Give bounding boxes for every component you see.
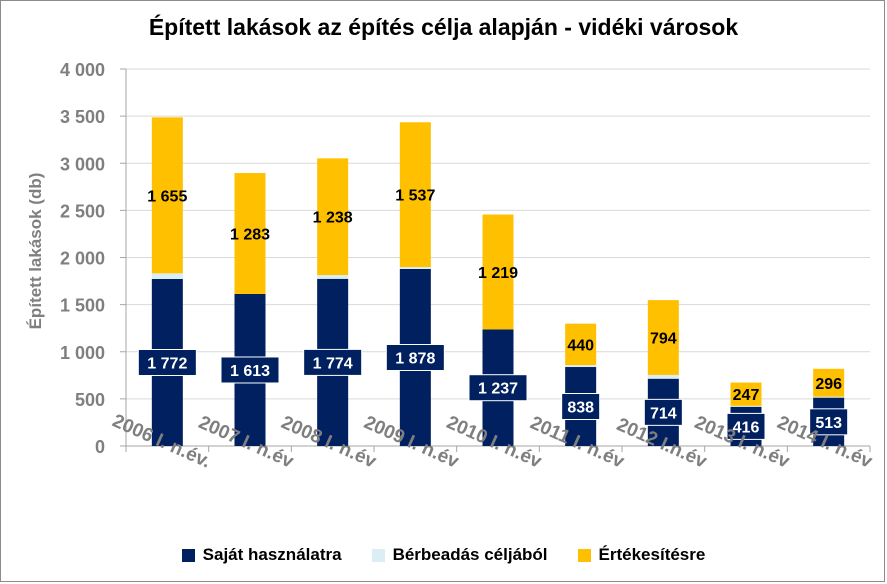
legend-label-own-use: Saját használatra (202, 545, 342, 564)
bar-sale (565, 323, 597, 366)
data-label-box-own-use (726, 412, 766, 440)
bar-rental (565, 365, 597, 368)
bar-rental (151, 273, 183, 279)
data-label-sale: 296 (815, 376, 842, 393)
bar-sale (813, 368, 845, 397)
legend-item-own-use: Saját használatra (181, 545, 342, 565)
data-label-sale: 1 219 (478, 265, 518, 282)
y-tick-label: 3 000 (60, 154, 105, 174)
data-label-own-use: 1 878 (395, 350, 435, 367)
y-tick-label: 500 (75, 390, 105, 410)
legend-swatch-own-use (181, 548, 195, 562)
bar-sale (399, 122, 431, 268)
data-label-sale: 794 (650, 331, 677, 348)
bar-rental (647, 374, 679, 379)
data-label-sale: 1 655 (147, 188, 187, 205)
data-label-own-use: 1 613 (230, 363, 270, 380)
data-label-own-use: 1 772 (147, 355, 187, 372)
data-label-box-own-use (468, 374, 528, 402)
bar-rental (399, 267, 431, 269)
y-tick-label: 3 500 (60, 107, 105, 127)
data-label-box-own-use (561, 393, 601, 421)
bar-rental (730, 405, 762, 407)
data-label-sale: 247 (733, 387, 760, 404)
bar-rental (813, 396, 845, 398)
data-label-sale: 1 283 (230, 227, 270, 244)
legend-label-sale: Értékesítésre (598, 545, 706, 564)
data-label-own-use: 416 (733, 419, 760, 436)
legend-swatch-rental (371, 548, 385, 562)
chart-title: Épített lakások az építés célja alapján … (148, 14, 739, 40)
data-label-own-use: 838 (567, 400, 594, 417)
data-label-box-own-use (385, 343, 445, 371)
bar-rental (317, 275, 349, 279)
y-tick-label: 2 500 (60, 201, 105, 221)
y-tick-label: 1 000 (60, 343, 105, 363)
y-tick-label: 2 000 (60, 249, 105, 269)
data-label-own-use: 1 237 (478, 381, 518, 398)
bar-sale (234, 173, 266, 294)
y-tick-label: 1 500 (60, 296, 105, 316)
y-tick-label: 0 (95, 437, 105, 457)
legend-label-rental: Bérbeadás céljából (392, 545, 548, 564)
data-label-box-own-use (809, 408, 849, 436)
data-label-box-own-use (303, 348, 363, 376)
data-label-own-use: 1 774 (313, 355, 353, 372)
data-label-box-own-use (643, 398, 683, 426)
data-label-own-use: 714 (650, 405, 677, 422)
legend-item-rental: Bérbeadás céljából (371, 545, 548, 565)
data-label-sale: 440 (567, 337, 594, 354)
data-label-own-use: 513 (815, 415, 842, 432)
y-tick-label: 4 000 (60, 60, 105, 80)
bar-sale (730, 382, 762, 406)
data-label-sale: 1 537 (395, 188, 435, 205)
bar-sale (317, 158, 349, 276)
bar-sale (482, 214, 514, 330)
bar-sale (647, 300, 679, 375)
legend-item-sale: Értékesítésre (577, 545, 706, 565)
data-label-sale: 1 238 (313, 210, 353, 227)
data-label-box-own-use (137, 348, 197, 376)
bar-sale (151, 117, 183, 274)
legend: Saját használatra Bérbeadás céljából Ért… (0, 545, 887, 565)
legend-swatch-sale (577, 548, 591, 562)
data-label-box-own-use (220, 356, 280, 384)
